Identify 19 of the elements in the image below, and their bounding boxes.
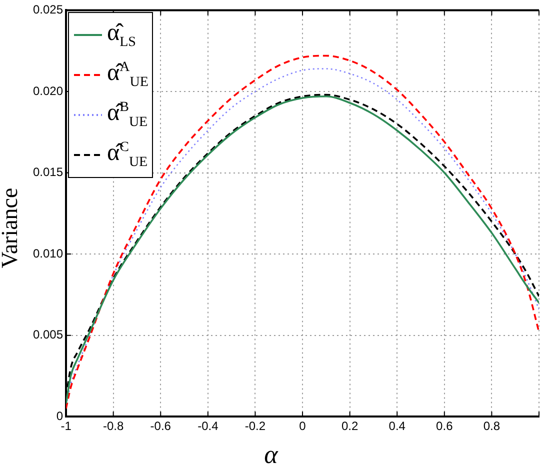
x-tick-label: -0.2 xyxy=(244,419,266,434)
y-tick-label: 0.020 xyxy=(33,84,64,98)
y-tick-label: 0.025 xyxy=(33,2,64,17)
x-tick-label: 0.8 xyxy=(483,419,500,434)
x-tick-label: -0.6 xyxy=(150,419,172,434)
y-tick-label: 0.005 xyxy=(33,328,64,342)
x-tick-label: -1 xyxy=(60,419,72,434)
y-tick-label: 0.010 xyxy=(33,246,64,260)
x-tick-label: -0.8 xyxy=(102,419,124,434)
x-tick-label: 0.6 xyxy=(436,419,454,434)
legend-label: α̂$_{LS}$ xyxy=(107,20,136,51)
x-axis-title: α xyxy=(263,440,280,470)
x-tick-label: 0.2 xyxy=(341,419,358,434)
y-axis-title: Variance xyxy=(0,186,23,270)
y-tick-label: 0.015 xyxy=(33,165,64,180)
x-tick-label: -0.4 xyxy=(198,419,219,434)
y-tick-label: 0 xyxy=(56,408,64,423)
x-tick-label: 0.4 xyxy=(388,419,406,434)
x-tick-label: 0 xyxy=(299,419,306,434)
